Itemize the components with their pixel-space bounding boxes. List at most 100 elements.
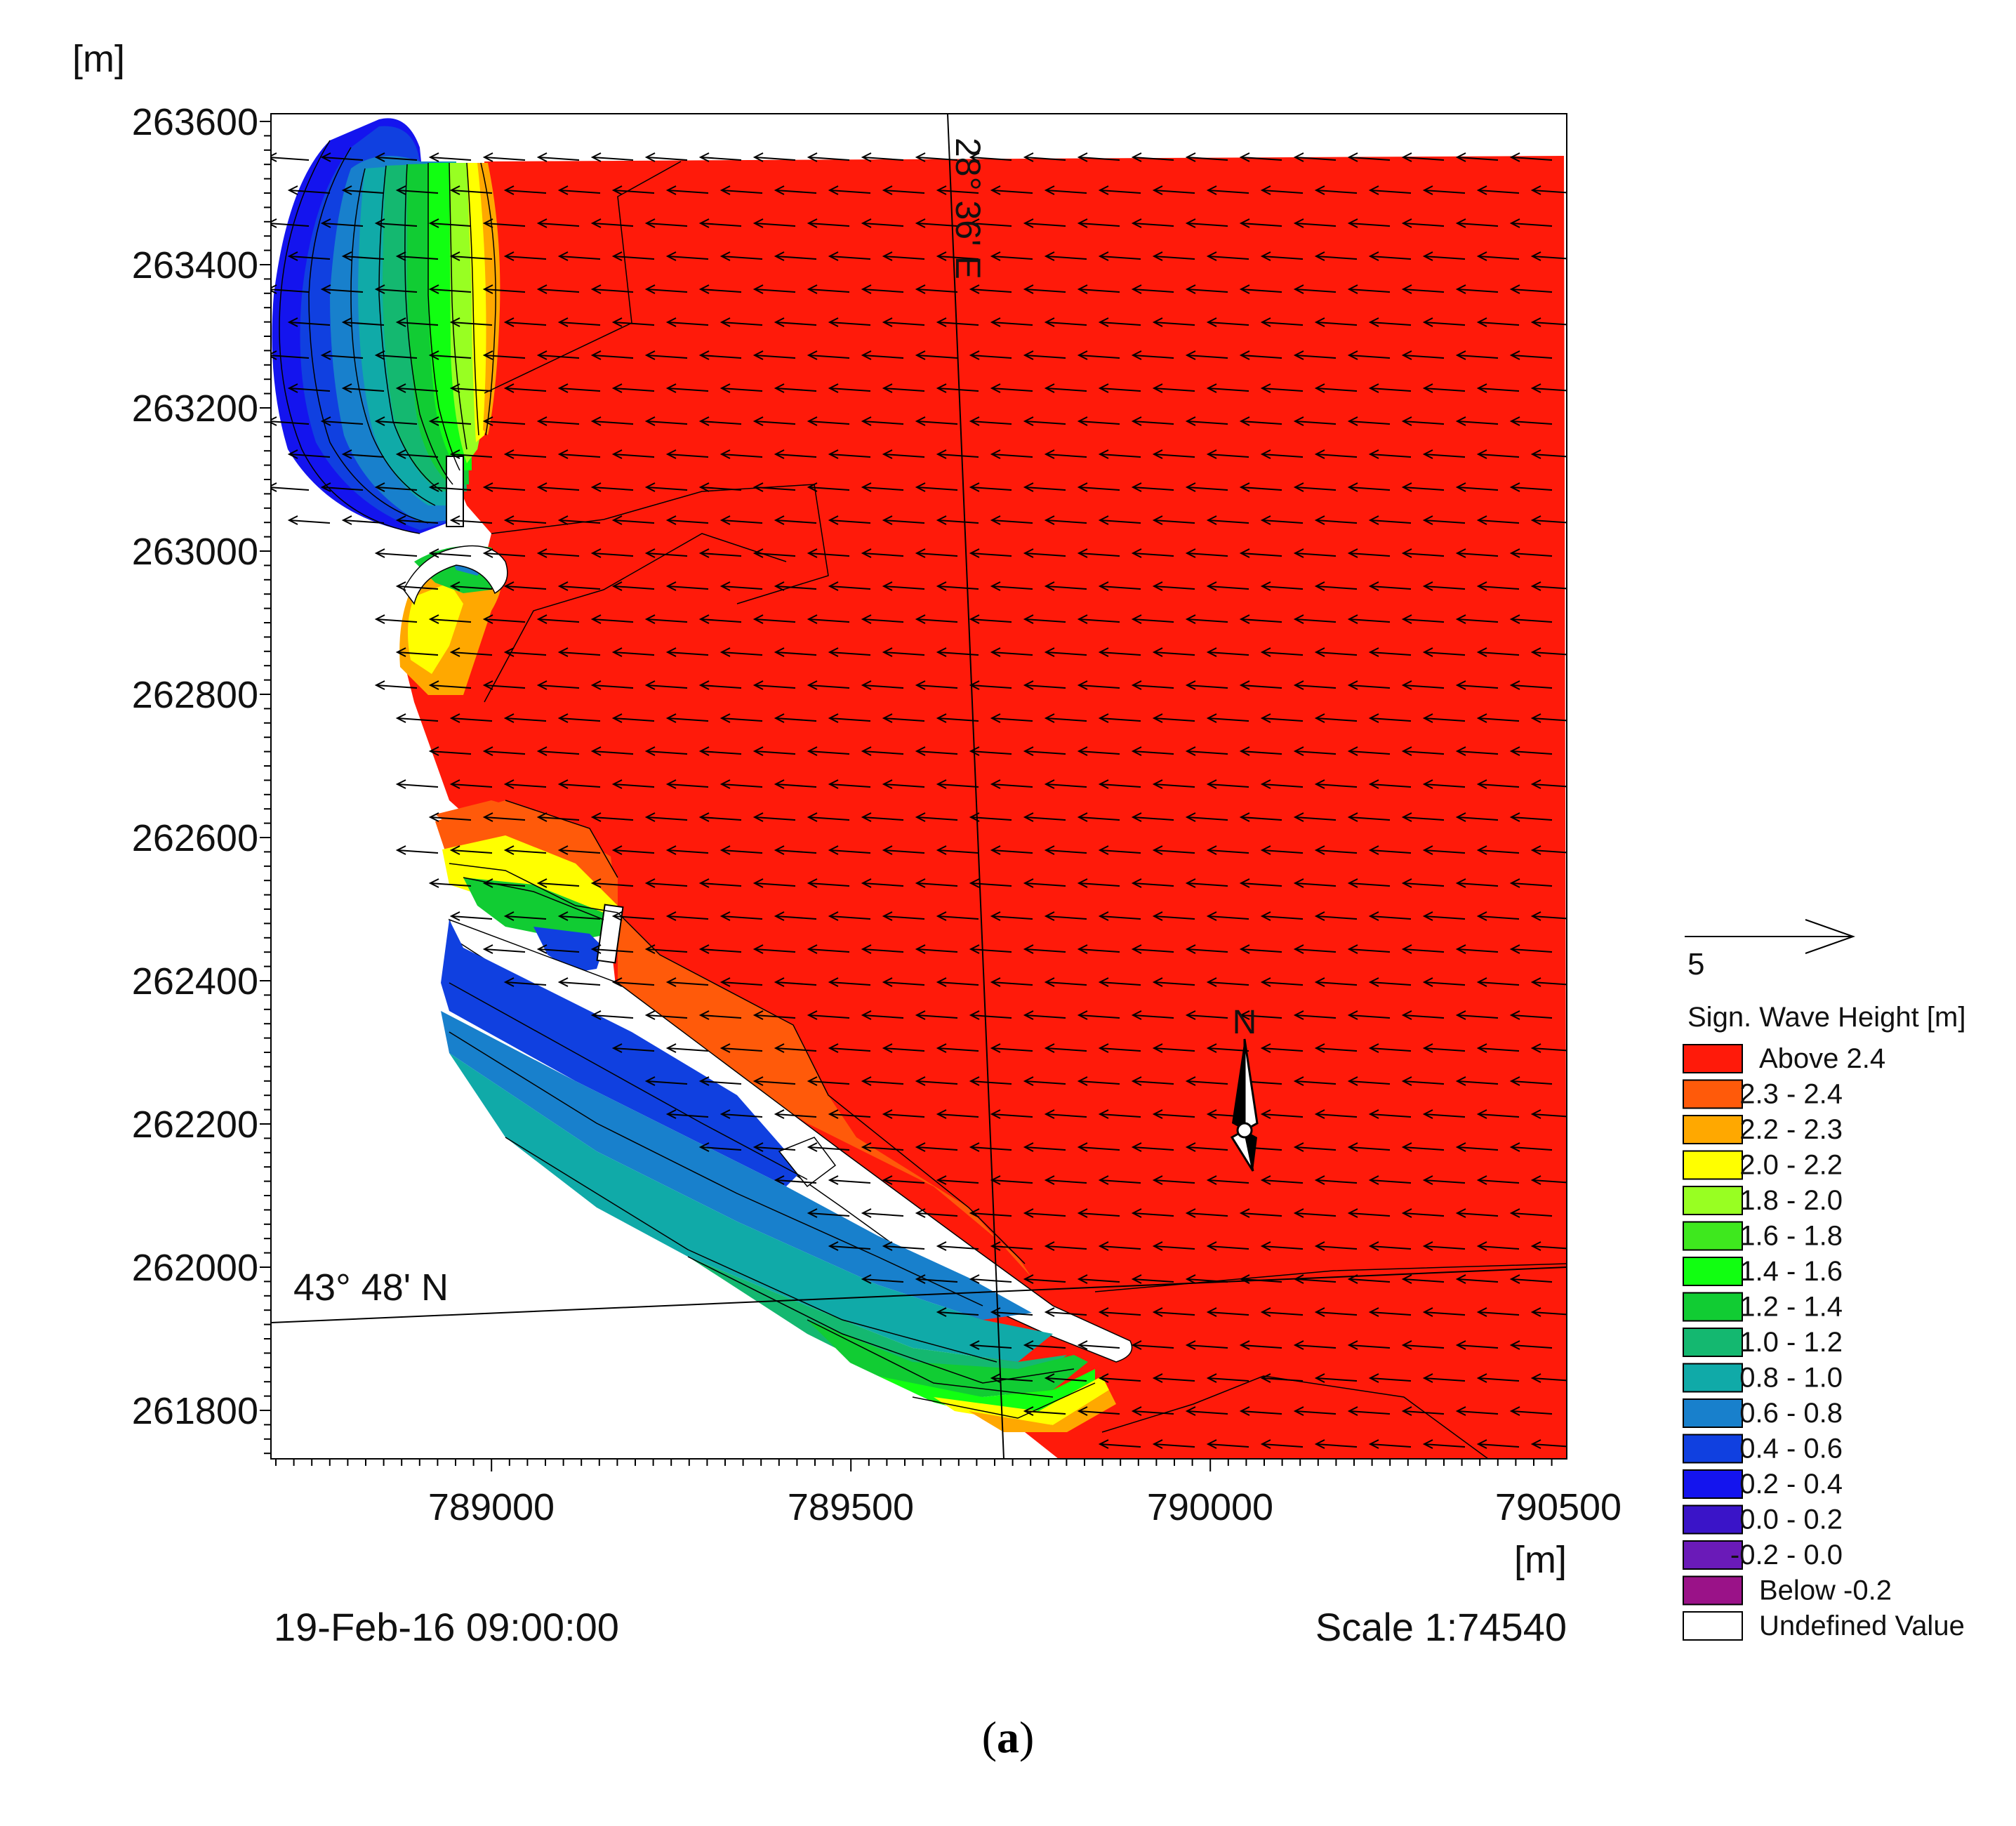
legend-swatch — [1683, 1434, 1743, 1464]
wave-vector-arrow — [536, 548, 580, 558]
wave-vector-arrow — [1098, 185, 1141, 195]
wave-vector-arrow — [1023, 812, 1066, 822]
wave-vector-arrow — [1260, 1241, 1304, 1251]
wave-vector-arrow — [503, 779, 547, 789]
wave-vector-arrow — [503, 449, 547, 459]
wave-vector-arrow — [1314, 1439, 1358, 1449]
wave-vector-arrow — [719, 647, 763, 657]
wave-vector-arrow — [1347, 1340, 1391, 1350]
wave-vector-arrow — [807, 152, 850, 162]
wave-vector-arrow — [1044, 647, 1087, 657]
wave-vector-arrow — [969, 152, 1012, 162]
wave-vector-arrow — [1368, 713, 1412, 723]
wave-vector-arrow — [395, 515, 439, 525]
legend-label: 1.0 - 1.2 — [1739, 1327, 1843, 1358]
vector-scale-value: 5 — [1687, 947, 1704, 981]
wave-vector-arrow — [1422, 1373, 1466, 1383]
wave-vector-arrow — [774, 383, 817, 393]
legend-label: 2.0 - 2.2 — [1739, 1150, 1843, 1181]
wave-vector-arrow — [1152, 1175, 1195, 1185]
wave-vector-arrow — [428, 350, 472, 360]
wave-vector-arrow — [1206, 449, 1249, 459]
wave-vector-arrow — [719, 779, 763, 789]
wave-vector-arrow — [1185, 944, 1228, 954]
wave-vector-arrow — [882, 581, 925, 591]
wave-vector-arrow — [1422, 911, 1466, 921]
wave-vector-arrow — [698, 944, 742, 954]
wave-vector-arrow — [774, 977, 817, 987]
wave-vector-arrow — [969, 218, 1012, 228]
wave-vector-arrow — [1206, 1439, 1249, 1449]
wave-vector-arrow — [1185, 1274, 1228, 1284]
wave-vector-arrow — [719, 1109, 763, 1119]
wave-vector-arrow — [1131, 548, 1174, 558]
wave-vector-arrow — [719, 317, 763, 327]
wave-vector-arrow — [936, 1109, 979, 1119]
y-tick-label: 262800 — [132, 674, 258, 716]
wave-vector-arrow — [536, 284, 580, 294]
wave-vector-arrow — [882, 1241, 925, 1251]
wave-vector-arrow — [1185, 680, 1228, 690]
wave-vector-arrow — [536, 614, 580, 624]
wave-vector-arrow — [882, 515, 925, 525]
wave-vector-arrow — [1455, 746, 1499, 756]
wave-vector-arrow — [1401, 878, 1445, 888]
wave-vector-arrow — [1422, 1175, 1466, 1185]
wave-vector-arrow — [503, 185, 547, 195]
wave-vector-arrow — [1455, 1340, 1499, 1350]
wave-vector-arrow — [557, 845, 601, 855]
wave-vector-arrow — [1455, 152, 1499, 162]
wave-vector-arrow — [807, 284, 850, 294]
vector-scale-arrow-head — [1805, 919, 1856, 954]
wave-vector-arrow — [752, 680, 796, 690]
wave-vector-arrow — [1347, 878, 1391, 888]
wave-vector-arrow — [287, 515, 331, 525]
wave-vector-arrow — [590, 548, 634, 558]
wave-vector-arrow — [644, 944, 688, 954]
wave-vector-arrow — [1077, 548, 1120, 558]
wave-vector-arrow — [341, 515, 385, 525]
wave-vector-arrow — [1098, 1109, 1141, 1119]
wave-vector-arrow — [1239, 1406, 1282, 1416]
wave-vector-arrow — [449, 251, 493, 261]
wave-vector-arrow — [1476, 317, 1520, 327]
wave-vector-arrow — [503, 317, 547, 327]
wave-vector-arrow — [1098, 515, 1141, 525]
wave-vector-arrow — [936, 383, 979, 393]
wave-vector-arrow — [1422, 779, 1466, 789]
wave-vector-arrow — [1206, 185, 1249, 195]
wave-vector-arrow — [1260, 779, 1304, 789]
wave-vector-arrow — [915, 1274, 958, 1284]
wave-vector-arrow — [428, 284, 472, 294]
wave-vector-arrow — [936, 515, 979, 525]
wave-vector-arrow — [1401, 350, 1445, 360]
wave-vector-arrow — [882, 251, 925, 261]
wave-vector-arrow — [1293, 152, 1337, 162]
y-tick-label: 263200 — [132, 388, 258, 430]
wave-vector-arrow — [807, 746, 850, 756]
wave-vector-arrow — [590, 944, 634, 954]
wave-vector-arrow — [1293, 614, 1337, 624]
wave-vector-arrow — [1422, 1043, 1466, 1053]
wave-vector-arrow — [1206, 581, 1249, 591]
wave-vector-arrow — [1314, 383, 1358, 393]
wave-vector-arrow — [644, 680, 688, 690]
wave-vector-arrow — [271, 218, 310, 228]
wave-vector-arrow — [557, 383, 601, 393]
wave-vector-arrow — [1131, 1274, 1174, 1284]
wave-vector-arrow — [1314, 1373, 1358, 1383]
contour-middle-bay-yellow — [408, 583, 463, 674]
wave-vector-arrow — [1185, 416, 1228, 426]
wave-vector-arrow — [503, 647, 547, 657]
wave-vector-arrow — [861, 152, 904, 162]
map-plot-area — [270, 113, 1567, 1460]
wave-vector-arrow — [503, 515, 547, 525]
wave-vector-arrow — [1098, 977, 1141, 987]
contour-south-strip-blue — [441, 920, 807, 1186]
wave-vector-arrow — [915, 218, 958, 228]
wave-vector-arrow — [1476, 1439, 1520, 1449]
wave-vector-arrow — [1260, 383, 1304, 393]
wave-vector-arrow — [1509, 548, 1553, 558]
wave-vector-arrow — [503, 383, 547, 393]
wave-vector-arrow — [1023, 548, 1066, 558]
